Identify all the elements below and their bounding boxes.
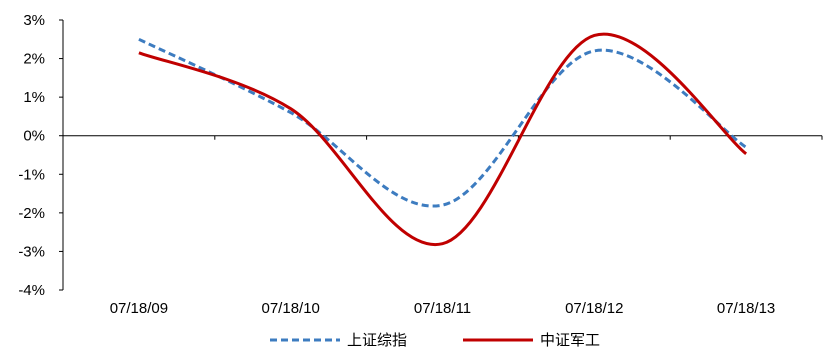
x-axis-tick-labels: 07/18/09 07/18/10 07/18/11 07/18/12 07/18/13 — [110, 300, 776, 317]
y-tick-label: -2% — [18, 205, 45, 222]
x-tick-label: 07/18/12 — [565, 300, 623, 317]
x-tick-label: 07/18/10 — [262, 300, 320, 317]
x-tick-label: 07/18/13 — [717, 300, 775, 317]
x-tick-label: 07/18/11 — [414, 300, 471, 317]
y-tick-label: 2% — [23, 51, 45, 68]
series-line-1 — [138, 37, 747, 208]
y-tick-label: 3% — [23, 12, 45, 29]
x-tick-label: 07/18/09 — [110, 300, 168, 317]
y-tick-label: -4% — [18, 282, 45, 299]
y-tick-label: -1% — [18, 166, 45, 183]
legend: 上证综指 中证军工 — [270, 331, 600, 349]
series-line-2 — [138, 32, 748, 247]
y-tick-label: -3% — [18, 243, 45, 260]
legend-label-1: 上证综指 — [347, 331, 407, 349]
series-lines — [138, 32, 748, 247]
y-tick-label: 1% — [23, 89, 45, 106]
legend-label-2: 中证军工 — [540, 331, 600, 349]
axes — [59, 19, 823, 291]
y-axis-tick-labels: 3% 2% 1% 0% -1% -2% -3% -4% — [18, 12, 45, 299]
y-tick-label: 0% — [23, 128, 45, 145]
